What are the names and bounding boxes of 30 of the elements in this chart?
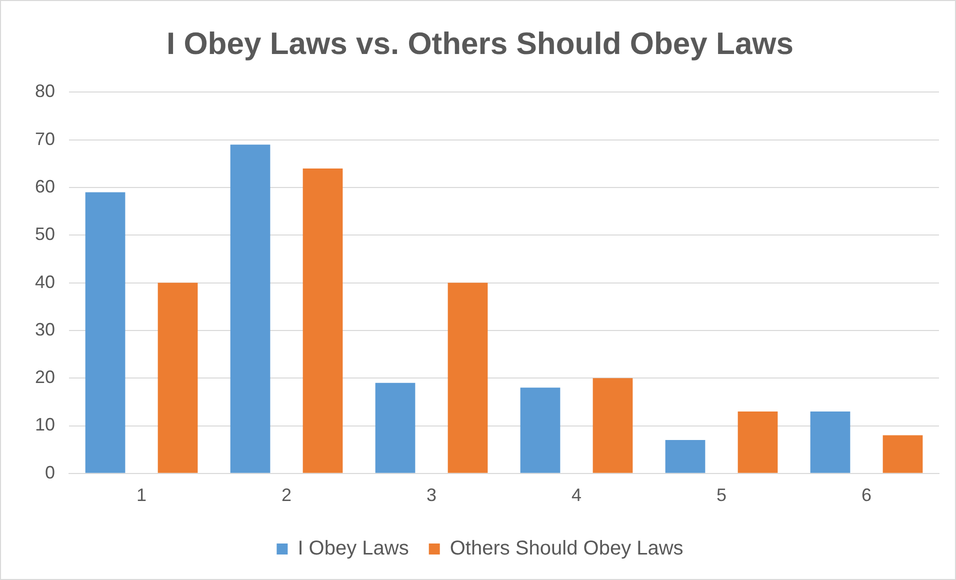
x-tick-label: 2 (282, 485, 292, 506)
bar (882, 435, 923, 473)
bar (230, 144, 270, 473)
bar (810, 411, 850, 473)
x-tick-label: 1 (136, 485, 147, 506)
x-tick-label: 3 (426, 485, 437, 506)
bar (302, 168, 343, 473)
y-tick-label: 80 (34, 81, 56, 102)
bar (375, 382, 416, 473)
y-tick-label: 20 (34, 367, 56, 388)
bar (520, 388, 560, 473)
y-tick-label: 0 (45, 462, 56, 482)
bar (665, 440, 706, 473)
y-tick-label: 60 (34, 176, 56, 196)
bar (592, 378, 633, 473)
x-tick-label: 4 (572, 485, 582, 506)
y-tick-label: 10 (34, 414, 56, 435)
x-tick-label: 5 (716, 485, 727, 506)
y-tick-label: 70 (34, 128, 56, 149)
bar (85, 192, 126, 473)
chart-title: I Obey Laws vs. Others Should Obey Laws (166, 26, 794, 62)
legend-label: I Obey Laws (298, 538, 409, 560)
bar (158, 282, 198, 473)
y-tick-label: 50 (34, 224, 56, 244)
y-tick-label: 40 (34, 272, 56, 292)
y-tick-label: 30 (34, 319, 56, 340)
x-tick-label: 6 (861, 485, 872, 506)
bar (738, 411, 778, 473)
bar (448, 282, 488, 473)
legend-label: Others Should Obey Laws (450, 538, 684, 560)
